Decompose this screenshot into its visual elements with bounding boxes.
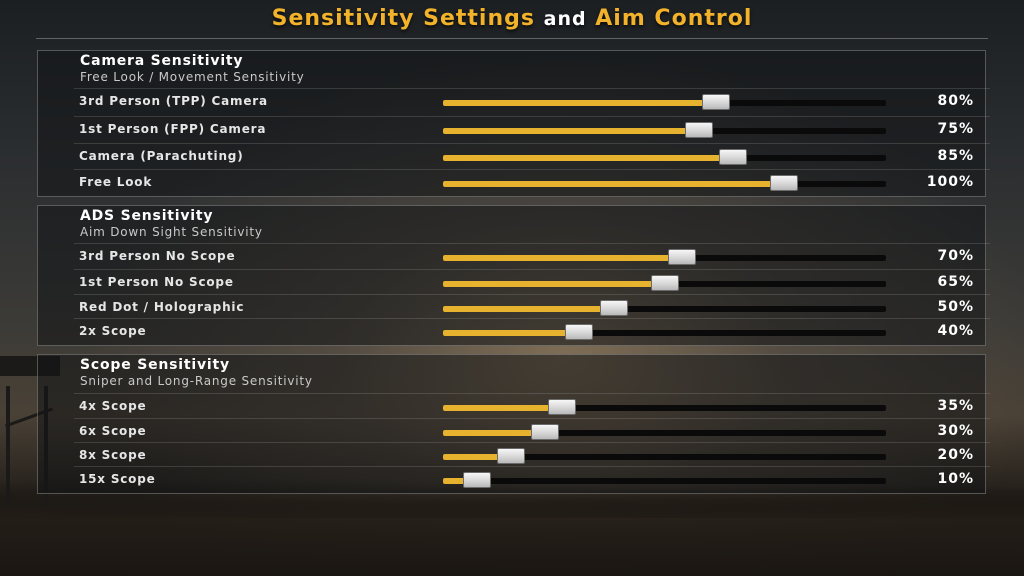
setting-value: 50% (937, 299, 974, 315)
setting-row-tpp-no-scope: 3rd Person No Scope 70% (74, 243, 990, 270)
setting-label: 2x Scope (79, 324, 147, 338)
slider-fill (443, 454, 511, 460)
slider-track[interactable] (443, 472, 886, 488)
slider-track[interactable] (443, 275, 886, 291)
setting-row-2x-scope: 2x Scope 40% (74, 318, 990, 345)
slider-thumb[interactable] (651, 275, 679, 291)
camera-sensitivity-panel: Camera Sensitivity Free Look / Movement … (37, 50, 990, 197)
panel-subtitle: Free Look / Movement Sensitivity (80, 70, 305, 84)
slider-fill (443, 100, 716, 106)
setting-label: 8x Scope (79, 448, 147, 462)
page-title: Sensitivity Settings and Aim Control (0, 6, 1024, 31)
setting-value: 40% (937, 323, 974, 339)
slider-fill (443, 281, 665, 287)
title-part-aim-control: Aim Control (595, 6, 753, 31)
setting-row-fpp-no-scope: 1st Person No Scope 65% (74, 269, 990, 296)
setting-label: Red Dot / Holographic (79, 300, 245, 314)
setting-row-free-look: Free Look 100% (74, 169, 990, 196)
setting-label: 6x Scope (79, 424, 147, 438)
title-divider (36, 38, 988, 39)
setting-label: 1st Person No Scope (79, 275, 234, 289)
panel-header: ADS Sensitivity Aim Down Sight Sensitivi… (80, 208, 263, 239)
setting-label: Camera (Parachuting) (79, 149, 244, 163)
slider-thumb[interactable] (548, 399, 576, 415)
setting-row-15x-scope: 15x Scope 10% (74, 466, 990, 493)
panel-header: Scope Sensitivity Sniper and Long-Range … (80, 357, 313, 388)
panel-subtitle: Aim Down Sight Sensitivity (80, 225, 263, 239)
panel-header: Camera Sensitivity Free Look / Movement … (80, 53, 305, 84)
setting-label: 1st Person (FPP) Camera (79, 122, 267, 136)
setting-value: 80% (937, 93, 974, 109)
panel-title: Camera Sensitivity (80, 53, 244, 69)
panel-title: ADS Sensitivity (80, 208, 214, 224)
slider-track[interactable] (443, 424, 886, 440)
setting-label: 4x Scope (79, 399, 147, 413)
panel-title: Scope Sensitivity (80, 357, 230, 373)
slider-fill (443, 155, 733, 161)
slider-fill (443, 478, 477, 484)
setting-row-tpp-camera: 3rd Person (TPP) Camera 80% (74, 88, 990, 115)
slider-thumb[interactable] (702, 94, 730, 110)
ads-sensitivity-panel: ADS Sensitivity Aim Down Sight Sensitivi… (37, 205, 990, 346)
setting-value: 65% (937, 274, 974, 290)
setting-row-fpp-camera: 1st Person (FPP) Camera 75% (74, 116, 990, 143)
slider-fill (443, 405, 562, 411)
slider-track[interactable] (443, 175, 886, 191)
setting-value: 70% (937, 248, 974, 264)
slider-track[interactable] (443, 94, 886, 110)
setting-value: 10% (937, 471, 974, 487)
background-ground (0, 486, 1024, 576)
slider-track[interactable] (443, 399, 886, 415)
setting-label: 3rd Person (TPP) Camera (79, 94, 268, 108)
setting-label: 15x Scope (79, 472, 156, 486)
slider-fill (443, 330, 579, 336)
setting-row-4x-scope: 4x Scope 35% (74, 393, 990, 420)
scope-sensitivity-panel: Scope Sensitivity Sniper and Long-Range … (37, 354, 990, 494)
setting-row-red-dot-holographic: Red Dot / Holographic 50% (74, 294, 990, 321)
slider-thumb[interactable] (770, 175, 798, 191)
slider-track[interactable] (443, 324, 886, 340)
setting-label: 3rd Person No Scope (79, 249, 236, 263)
slider-thumb[interactable] (719, 149, 747, 165)
setting-value: 30% (937, 423, 974, 439)
slider-fill (443, 430, 545, 436)
slider-thumb[interactable] (531, 424, 559, 440)
slider-thumb[interactable] (668, 249, 696, 265)
setting-label: Free Look (79, 175, 153, 189)
panel-subtitle: Sniper and Long-Range Sensitivity (80, 374, 313, 388)
setting-row-8x-scope: 8x Scope 20% (74, 442, 990, 469)
slider-fill (443, 255, 682, 261)
slider-thumb[interactable] (685, 122, 713, 138)
setting-value: 20% (937, 447, 974, 463)
setting-row-parachuting-camera: Camera (Parachuting) 85% (74, 143, 990, 170)
slider-track[interactable] (443, 149, 886, 165)
slider-fill (443, 128, 699, 134)
slider-fill (443, 181, 784, 187)
slider-thumb[interactable] (463, 472, 491, 488)
slider-track[interactable] (443, 300, 886, 316)
setting-row-6x-scope: 6x Scope 30% (74, 418, 990, 445)
slider-track[interactable] (443, 249, 886, 265)
slider-track[interactable] (443, 448, 886, 464)
setting-value: 85% (937, 148, 974, 164)
slider-thumb[interactable] (600, 300, 628, 316)
title-part-sensitivity-settings: Sensitivity Settings (271, 6, 535, 31)
setting-value: 100% (926, 174, 974, 190)
setting-value: 75% (937, 121, 974, 137)
slider-thumb[interactable] (565, 324, 593, 340)
title-part-and: and (543, 8, 587, 30)
setting-value: 35% (937, 398, 974, 414)
slider-thumb[interactable] (497, 448, 525, 464)
slider-fill (443, 306, 614, 312)
slider-track[interactable] (443, 122, 886, 138)
